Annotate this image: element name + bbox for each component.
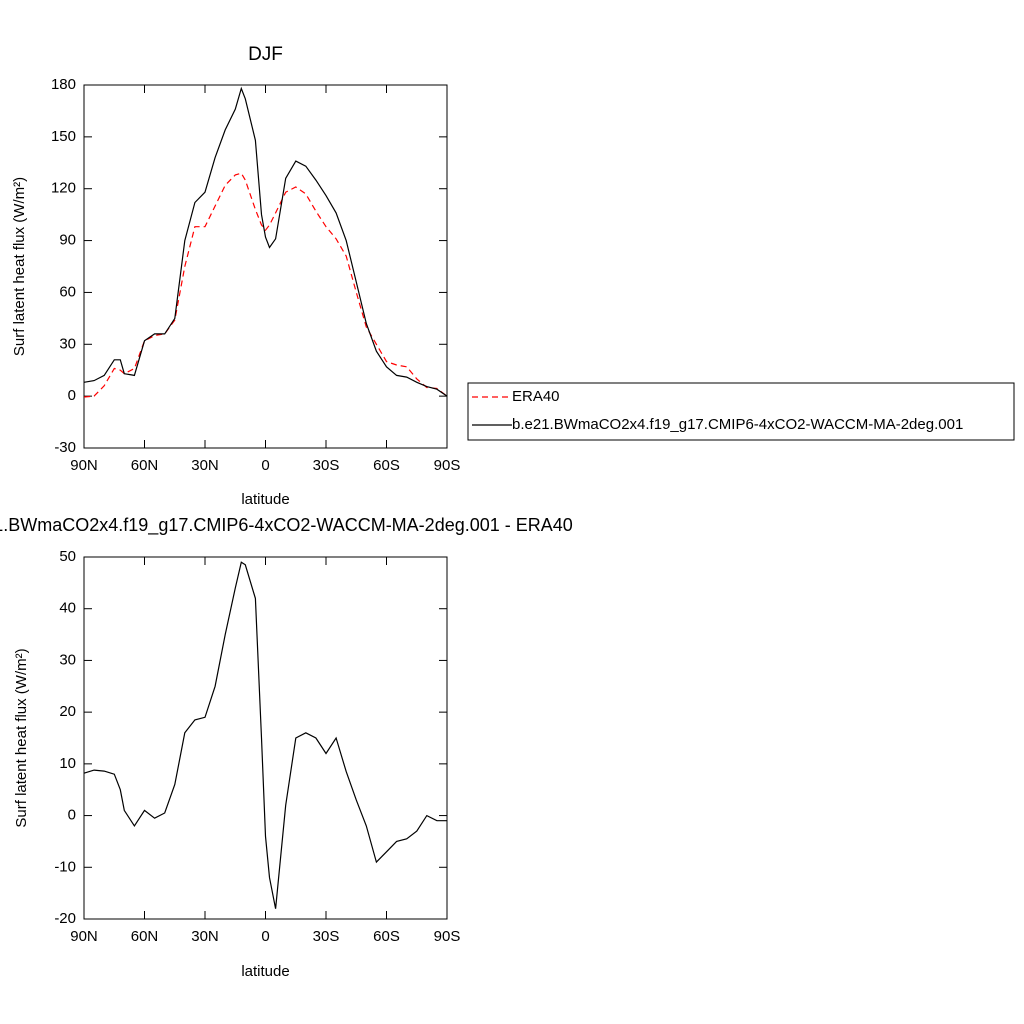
x-tick-label: 90N bbox=[70, 457, 98, 474]
y-tick-label: 30 bbox=[59, 335, 76, 352]
y-tick-label: 150 bbox=[51, 128, 76, 145]
y-tick-label: 40 bbox=[59, 600, 76, 617]
legend-label: ERA40 bbox=[512, 388, 560, 405]
x-tick-label: 30N bbox=[191, 928, 219, 945]
plot-frame bbox=[83, 556, 448, 920]
y-tick-label: 60 bbox=[59, 283, 76, 300]
data-line bbox=[83, 561, 447, 909]
x-axis-label: latitude bbox=[241, 491, 289, 508]
y-tick-label: 20 bbox=[59, 703, 76, 720]
y-tick-label: -30 bbox=[54, 439, 76, 456]
x-tick-label: 0 bbox=[261, 457, 269, 474]
y-tick-label: 10 bbox=[59, 755, 76, 772]
x-tick-label: 30S bbox=[313, 928, 340, 945]
y-tick-label: 120 bbox=[51, 180, 76, 197]
x-tick-label: 90S bbox=[434, 928, 461, 945]
x-axis-label: latitude bbox=[241, 963, 289, 980]
x-tick-label: 60S bbox=[373, 457, 400, 474]
y-tick-label: 50 bbox=[59, 548, 76, 565]
data-line bbox=[83, 172, 448, 398]
legend-box bbox=[467, 382, 1015, 441]
x-tick-label: 90S bbox=[434, 457, 461, 474]
y-tick-label: 30 bbox=[59, 651, 76, 668]
y-tick-label: 0 bbox=[68, 387, 76, 404]
y-axis-label: Surf latent heat flux (W/m²) bbox=[11, 177, 28, 356]
legend-label: b.e21.BWmaCO2x4.f19_g17.CMIP6-4xCO2-WACC… bbox=[512, 416, 963, 433]
y-tick-label: 180 bbox=[51, 76, 76, 93]
x-tick-label: 60N bbox=[131, 928, 159, 945]
x-tick-label: 60N bbox=[131, 457, 159, 474]
y-tick-label: 90 bbox=[59, 232, 76, 249]
y-tick-label: -20 bbox=[54, 910, 76, 927]
x-tick-label: 0 bbox=[261, 928, 269, 945]
y-tick-label: -10 bbox=[54, 858, 76, 875]
y-tick-label: 0 bbox=[68, 807, 76, 824]
x-tick-label: 60S bbox=[373, 928, 400, 945]
y-axis-label: Surf latent heat flux (W/m²) bbox=[13, 648, 30, 827]
x-tick-label: 30N bbox=[191, 457, 219, 474]
plot-frame bbox=[83, 84, 448, 449]
data-line bbox=[83, 86, 448, 397]
chart-title: b.e21.BWmaCO2x4.f19_g17.CMIP6-4xCO2-WACC… bbox=[0, 515, 573, 536]
x-tick-label: 90N bbox=[70, 928, 98, 945]
chart-title: DJF bbox=[248, 44, 283, 65]
x-tick-label: 30S bbox=[313, 457, 340, 474]
